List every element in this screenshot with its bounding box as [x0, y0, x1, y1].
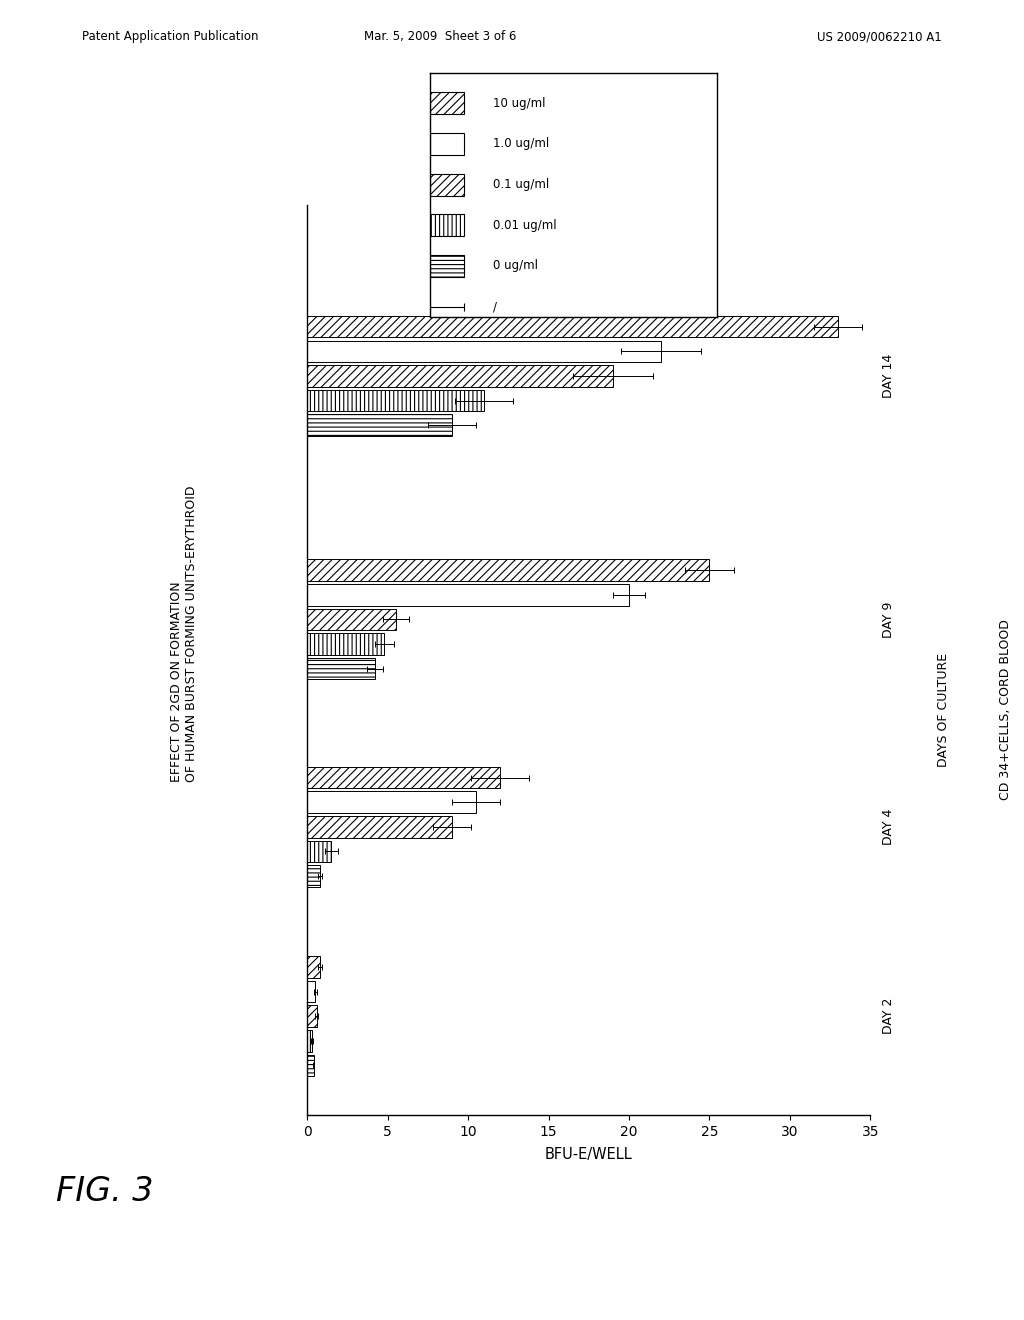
FancyBboxPatch shape — [430, 133, 465, 154]
FancyBboxPatch shape — [430, 92, 465, 114]
Bar — [307, 560, 710, 581]
Text: FIG. 3: FIG. 3 — [56, 1175, 154, 1208]
Text: /: / — [494, 300, 498, 313]
Text: 10 ug/ml: 10 ug/ml — [494, 96, 546, 110]
Bar — [307, 583, 629, 606]
Text: DAYS OF CULTURE: DAYS OF CULTURE — [937, 652, 950, 767]
Text: DAY 4: DAY 4 — [882, 809, 895, 845]
Text: Patent Application Publication: Patent Application Publication — [82, 30, 258, 44]
Text: DAY 2: DAY 2 — [882, 998, 895, 1035]
FancyBboxPatch shape — [430, 173, 465, 195]
Bar — [307, 866, 321, 887]
Bar — [307, 767, 501, 788]
Text: Mar. 5, 2009  Sheet 3 of 6: Mar. 5, 2009 Sheet 3 of 6 — [365, 30, 516, 44]
Bar — [307, 1055, 313, 1076]
Text: 0.01 ug/ml: 0.01 ug/ml — [494, 219, 557, 232]
Bar — [307, 841, 332, 862]
Text: 1.0 ug/ml: 1.0 ug/ml — [494, 137, 550, 150]
Bar — [307, 366, 613, 387]
Text: CD 34+CELLS, CORD BLOOD: CD 34+CELLS, CORD BLOOD — [999, 619, 1012, 800]
X-axis label: BFU-E/WELL: BFU-E/WELL — [545, 1147, 633, 1163]
Bar — [307, 389, 484, 412]
Text: US 2009/0062210 A1: US 2009/0062210 A1 — [817, 30, 942, 44]
Text: EFFECT OF 2GD ON FORMATION
OF HUMAN BURST FORMING UNITS-ERYTHROID: EFFECT OF 2GD ON FORMATION OF HUMAN BURS… — [170, 486, 199, 781]
Text: 0 ug/ml: 0 ug/ml — [494, 260, 539, 272]
Bar — [307, 1006, 316, 1027]
Bar — [307, 956, 321, 978]
FancyBboxPatch shape — [430, 214, 465, 236]
Bar — [307, 792, 476, 813]
Text: 0.1 ug/ml: 0.1 ug/ml — [494, 178, 550, 191]
Bar — [307, 414, 452, 436]
FancyBboxPatch shape — [430, 255, 465, 277]
Text: DAY 9: DAY 9 — [882, 601, 895, 638]
Bar — [307, 981, 315, 1002]
Bar — [307, 1030, 312, 1052]
Text: DAY 14: DAY 14 — [882, 354, 895, 399]
Bar — [307, 816, 452, 838]
Bar — [307, 315, 839, 338]
Bar — [307, 341, 662, 362]
Bar — [307, 657, 375, 680]
Bar — [307, 609, 395, 630]
Bar — [307, 634, 384, 655]
